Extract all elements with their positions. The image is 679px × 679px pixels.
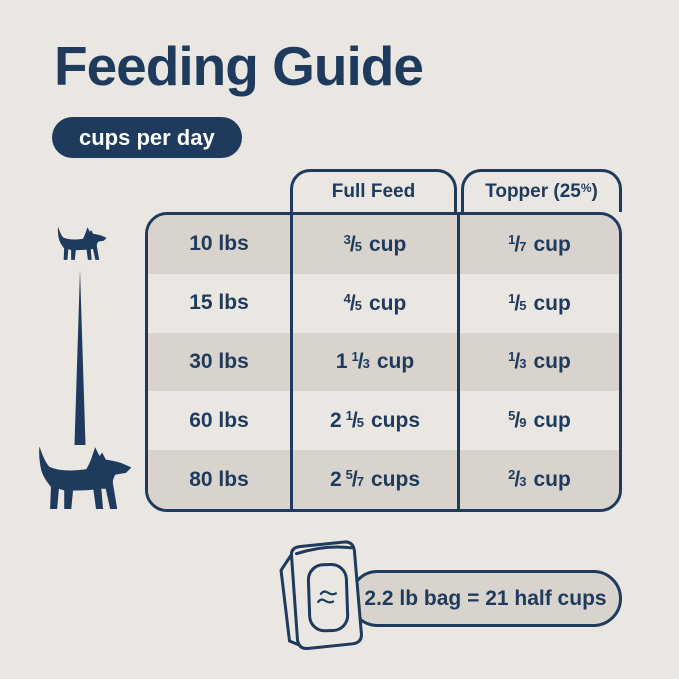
- serving-value: 1/5 cup: [508, 290, 571, 315]
- weight-cell: 60 lbs: [189, 408, 249, 432]
- table-row: 10 lbs 3/5 cup 1/7 cup: [148, 215, 619, 274]
- full-feed-cell: 1 1/3 cup: [290, 332, 457, 392]
- full-feed-cell: 2 1/5 cups: [290, 391, 457, 451]
- weight-cell: 80 lbs: [189, 467, 249, 491]
- table-row: 80 lbs 2 5/7 cups 2/3 cup: [148, 450, 619, 509]
- column-header-topper: Topper (25%): [461, 169, 622, 212]
- dog-food-bag-icon: [279, 540, 363, 651]
- header-label: Topper (25%): [485, 181, 598, 202]
- weight-cell: 10 lbs: [189, 232, 249, 256]
- serving-value: 2 5/7 cups: [329, 467, 420, 492]
- serving-value: 2 1/5 cups: [329, 408, 420, 433]
- badge-label: cups per day: [79, 124, 215, 150]
- size-range-taper: [74, 270, 86, 445]
- topper-cell: 5/9 cup: [457, 391, 619, 451]
- serving-value: 2/3 cup: [508, 467, 571, 492]
- small-dog-icon: [57, 226, 107, 260]
- topper-cell: 2/3 cup: [457, 450, 619, 509]
- serving-value: 4/5 cup: [343, 290, 407, 315]
- full-feed-cell: 3/5 cup: [290, 215, 457, 274]
- bag-equivalence-note: 2.2 lb bag = 21 half cups: [364, 586, 607, 610]
- serving-value: 1 1/3 cup: [335, 349, 415, 374]
- serving-value: 1/3 cup: [508, 349, 571, 374]
- bag-equivalence-pill: 2.2 lb bag = 21 half cups: [349, 570, 622, 627]
- serving-value: 3/5 cup: [343, 231, 407, 256]
- page-title: Feeding Guide: [54, 35, 424, 97]
- feeding-table: 10 lbs 3/5 cup 1/7 cup 15 lbs 4/5 cup 1/5 cup 30 l…: [145, 212, 622, 512]
- table-row: 60 lbs 2 1/5 cups 5/9 cup: [148, 391, 619, 451]
- weight-cell: 15 lbs: [189, 291, 249, 315]
- cups-per-day-badge: cups per day: [52, 117, 242, 158]
- column-header-full-feed: Full Feed: [290, 169, 457, 212]
- serving-value: 5/9 cup: [508, 408, 571, 433]
- topper-cell: 1/5 cup: [457, 273, 619, 333]
- full-feed-cell: 4/5 cup: [290, 273, 457, 333]
- table-row: 30 lbs 1 1/3 cup 1/3 cup: [148, 332, 619, 392]
- topper-cell: 1/7 cup: [457, 215, 619, 274]
- large-dog-icon: [39, 446, 132, 510]
- topper-cell: 1/3 cup: [457, 332, 619, 392]
- serving-value: 1/7 cup: [508, 231, 571, 256]
- full-feed-cell: 2 5/7 cups: [290, 450, 457, 509]
- table-row: 15 lbs 4/5 cup 1/5 cup: [148, 273, 619, 333]
- weight-cell: 30 lbs: [189, 349, 249, 373]
- header-label: Full Feed: [331, 181, 416, 202]
